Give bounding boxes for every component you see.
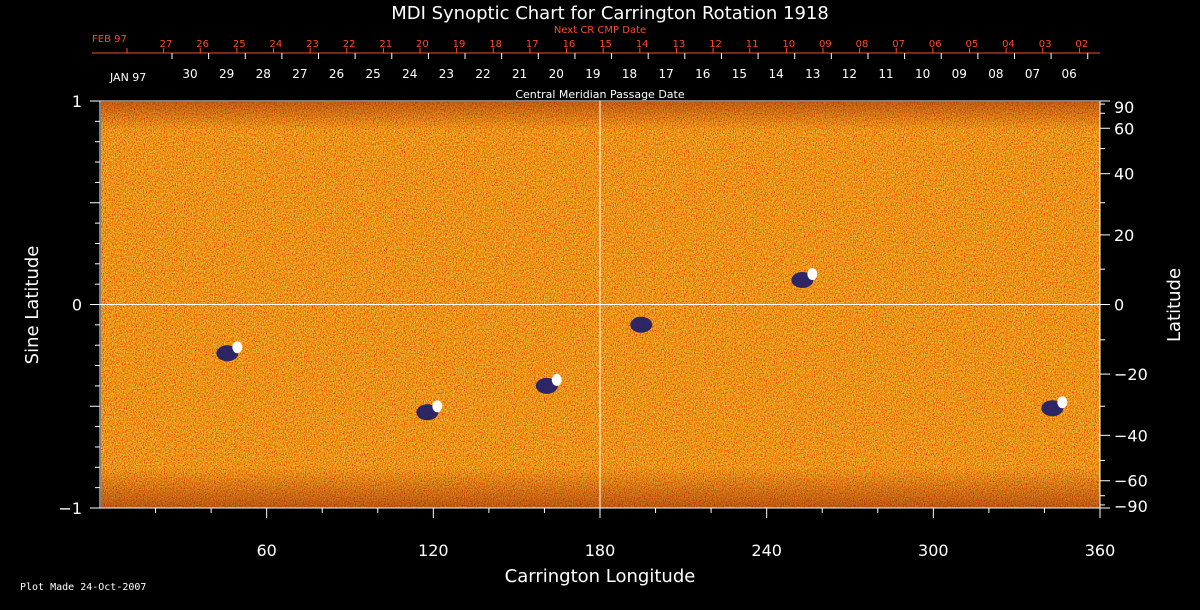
cmp-date-label: 14 bbox=[768, 67, 783, 81]
right-tick-label: −20 bbox=[1114, 365, 1148, 384]
next-cr-date-label: 04 bbox=[1002, 39, 1015, 50]
next-cr-date-label: 07 bbox=[892, 39, 905, 50]
left-axis-ticks: −1 0 1 bbox=[58, 92, 100, 518]
next-cr-date-label: 19 bbox=[453, 39, 466, 50]
cmp-date-label: 21 bbox=[512, 67, 527, 81]
next-cr-date-label: 25 bbox=[233, 39, 246, 50]
cmp-date-label: 09 bbox=[952, 67, 967, 81]
negative-polarity-patch bbox=[630, 316, 653, 333]
active-region-3 bbox=[535, 373, 562, 394]
next-cr-date-label: 20 bbox=[416, 39, 429, 50]
cmp-date-label: 16 bbox=[695, 67, 710, 81]
next-cr-date-label: 13 bbox=[672, 39, 685, 50]
cmp-date-label: 10 bbox=[915, 67, 930, 81]
cmp-date-label: 28 bbox=[256, 67, 271, 81]
next-cr-date-label: 02 bbox=[1075, 39, 1088, 50]
chart-title: MDI Synoptic Chart for Carrington Rotati… bbox=[391, 3, 829, 24]
cmp-date-label: 25 bbox=[366, 67, 381, 81]
y-axis-label-left: Sine Latitude bbox=[22, 246, 43, 365]
x-tick-label: 120 bbox=[418, 541, 449, 560]
cmp-date-label: 30 bbox=[182, 67, 197, 81]
right-tick-label: −40 bbox=[1114, 426, 1148, 445]
left-tick-label: 0 bbox=[72, 296, 82, 315]
cmp-date-label: 11 bbox=[878, 67, 893, 81]
next-cr-date-label: 06 bbox=[929, 39, 942, 50]
cmp-date-label: 29 bbox=[219, 67, 234, 81]
next-cr-date-label: 21 bbox=[379, 39, 392, 50]
positive-polarity-patch bbox=[807, 268, 818, 281]
x-tick-label: 240 bbox=[751, 541, 782, 560]
cmp-date-label: 17 bbox=[659, 67, 674, 81]
cmp-date-label: 15 bbox=[732, 67, 747, 81]
cmp-date-label: 18 bbox=[622, 67, 637, 81]
next-cr-date-label: 15 bbox=[599, 39, 612, 50]
left-tick-label: 1 bbox=[72, 92, 82, 111]
cmp-date-label: 26 bbox=[329, 67, 344, 81]
positive-polarity-patch bbox=[1057, 396, 1068, 409]
right-tick-label: 40 bbox=[1114, 165, 1134, 184]
cmp-date-label: 07 bbox=[1025, 67, 1040, 81]
right-tick-label: −90 bbox=[1114, 497, 1148, 516]
active-region-1 bbox=[216, 341, 243, 362]
next-cr-date-label: 24 bbox=[270, 39, 283, 50]
cmp-date-label: 20 bbox=[549, 67, 564, 81]
next-cr-date-label: 23 bbox=[306, 39, 319, 50]
x-tick-label: 60 bbox=[256, 541, 276, 560]
cmp-date-label: 22 bbox=[475, 67, 490, 81]
active-region-4 bbox=[630, 316, 653, 333]
next-cr-date-label: 22 bbox=[343, 39, 356, 50]
right-tick-label: −60 bbox=[1114, 472, 1148, 491]
active-region-2 bbox=[416, 400, 443, 421]
x-tick-label: 180 bbox=[585, 541, 616, 560]
next-cr-date-label: 18 bbox=[489, 39, 502, 50]
x-axis-label: Carrington Longitude bbox=[505, 566, 696, 587]
cmp-date-label: 27 bbox=[292, 67, 307, 81]
cmp-month: JAN 97 bbox=[109, 71, 146, 84]
right-axis-ticks: 90 60 40 20 0 −20 −40 −60 −90 bbox=[1100, 98, 1148, 516]
left-tick-label: −1 bbox=[58, 499, 82, 518]
next-cr-date-label: 08 bbox=[856, 39, 869, 50]
next-cr-date-label: 10 bbox=[782, 39, 795, 50]
active-region-5 bbox=[791, 268, 818, 289]
date-axes: 27 26 25 24 23 22 21 20 19 18 17 16 15 14 13 12 11 10 09 08… bbox=[92, 39, 1100, 81]
x-tick-label: 360 bbox=[1085, 541, 1116, 560]
active-regions bbox=[216, 268, 1068, 421]
guide-lines bbox=[100, 101, 1100, 508]
next-cr-date-label: 17 bbox=[526, 39, 539, 50]
right-tick-label: 0 bbox=[1114, 296, 1124, 315]
x-tick-label: 300 bbox=[918, 541, 949, 560]
cmp-date-label: 19 bbox=[585, 67, 600, 81]
next-cr-month: FEB 97 bbox=[92, 34, 127, 45]
cmp-date-label: 08 bbox=[988, 67, 1003, 81]
next-cr-label: Next CR CMP Date bbox=[554, 25, 646, 36]
next-cr-date-label: 26 bbox=[196, 39, 209, 50]
next-cr-date-label: 14 bbox=[636, 39, 649, 50]
cmp-date-label: 12 bbox=[842, 67, 857, 81]
footer-plot-made: Plot Made 24-Oct-2007 bbox=[20, 582, 146, 593]
next-cr-date-label: 16 bbox=[563, 39, 576, 50]
top-axis-label: Central Meridian Passage Date bbox=[515, 88, 684, 101]
right-tick-label: 20 bbox=[1114, 226, 1134, 245]
active-region-6 bbox=[1041, 396, 1068, 417]
cmp-date-label: 06 bbox=[1061, 67, 1076, 81]
positive-polarity-patch bbox=[432, 400, 443, 413]
right-tick-label: 90 bbox=[1114, 98, 1134, 117]
right-tick-label: 60 bbox=[1114, 119, 1134, 138]
next-cr-date-label: 12 bbox=[709, 39, 722, 50]
y-axis-label-right: Latitude bbox=[1164, 268, 1185, 342]
x-axis-ticks: 60 120 180 240 300 360 bbox=[155, 508, 1116, 560]
next-cr-date-label: 11 bbox=[746, 39, 759, 50]
cmp-date-label: 13 bbox=[805, 67, 820, 81]
cmp-date-label: 23 bbox=[439, 67, 454, 81]
cmp-date-label: 24 bbox=[402, 67, 417, 81]
next-cr-date-label: 09 bbox=[819, 39, 832, 50]
positive-polarity-patch bbox=[232, 341, 243, 354]
next-cr-date-label: 05 bbox=[965, 39, 978, 50]
next-cr-date-label: 03 bbox=[1039, 39, 1052, 50]
positive-polarity-patch bbox=[551, 373, 562, 386]
next-cr-date-label: 27 bbox=[160, 39, 173, 50]
